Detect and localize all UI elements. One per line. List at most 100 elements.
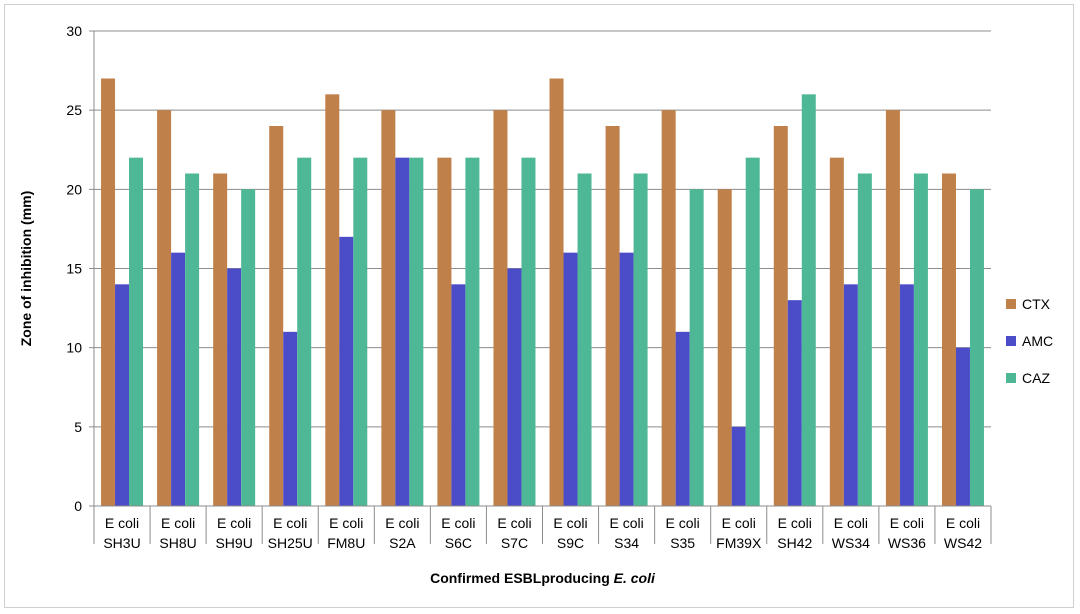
x-tick-label: S35 [670, 535, 695, 551]
bar-amc [395, 157, 410, 506]
bar-amc [899, 284, 914, 506]
bar-ctx [101, 78, 116, 506]
x-tick-label: SH8U [159, 535, 196, 551]
x-tick-label: SH3U [103, 535, 140, 551]
legend: CTX AMC CAZ [1006, 296, 1053, 386]
x-tick-label: E coli [553, 515, 587, 531]
x-tick-label: E coli [161, 515, 195, 531]
x-tick-label: E coli [217, 515, 251, 531]
x-tick-label: E coli [329, 515, 363, 531]
bar-ctx [661, 110, 676, 507]
x-tick-label: E coli [385, 515, 419, 531]
x-tick-label: S2A [389, 535, 416, 551]
bar-amc [563, 252, 578, 506]
bar-amc [731, 426, 746, 506]
bar-caz [465, 157, 480, 506]
bar-amc [339, 236, 354, 507]
x-tick-label: WS34 [832, 535, 870, 551]
bar-caz [913, 173, 928, 506]
bar-ctx [325, 94, 340, 506]
x-tick-label: E coli [666, 515, 700, 531]
x-tick-label: SH25U [268, 535, 313, 551]
bar-ctx [717, 189, 732, 507]
chart-frame: 0 5 10 15 20 25 30 E coli SH3U E coli SH8U E coli S… [4, 4, 1074, 608]
bar-amc [955, 347, 970, 506]
bar-caz [409, 157, 424, 506]
bar-caz [969, 189, 984, 507]
x-tick-label: SH42 [777, 535, 812, 551]
bar-caz [241, 189, 256, 507]
bar-caz [577, 173, 592, 506]
y-tick-label: 15 [66, 261, 82, 277]
legend-label-ctx: CTX [1022, 296, 1051, 312]
y-tick-label: 0 [74, 498, 82, 514]
bar-amc [283, 331, 298, 506]
bar-ctx [941, 173, 956, 506]
bar-amc [787, 300, 802, 506]
bar-amc [171, 252, 186, 506]
bar-amc [507, 268, 522, 506]
legend-swatch-caz [1006, 373, 1016, 383]
bar-caz [129, 157, 144, 506]
x-tick-label: E coli [890, 515, 924, 531]
bar-caz [297, 157, 312, 506]
bar-ctx [157, 110, 172, 507]
bar-ctx [549, 78, 564, 506]
legend-label-amc: AMC [1022, 333, 1053, 349]
bar-caz [745, 157, 760, 506]
x-axis-title: Confirmed ESBLproducing E. coli [430, 570, 656, 586]
x-tick-label: WS42 [944, 535, 982, 551]
bar-ctx [437, 157, 452, 506]
bar-caz [633, 173, 648, 506]
x-tick-label: E coli [609, 515, 643, 531]
y-tick-label: 25 [66, 102, 82, 118]
bar-amc [227, 268, 242, 506]
x-tick-label: E coli [273, 515, 307, 531]
y-tick-label: 20 [66, 181, 82, 197]
bar-ctx [605, 126, 620, 506]
bar-caz [521, 157, 536, 506]
bar-ctx [213, 173, 228, 506]
y-tick-label: 5 [74, 419, 82, 435]
y-tick-label: 10 [66, 340, 82, 356]
bar-ctx [269, 126, 284, 506]
axes [89, 30, 992, 544]
bar-ctx [493, 110, 508, 507]
bar-caz [689, 189, 704, 507]
legend-label-caz: CAZ [1022, 370, 1050, 386]
x-tick-labels: E coli SH3U E coli SH8U E coli SH9U E coli SH25… [103, 515, 982, 551]
bar-amc [675, 331, 690, 506]
bars [101, 78, 984, 507]
x-tick-label: E coli [778, 515, 812, 531]
bar-amc [451, 284, 466, 506]
bar-amc [843, 284, 858, 506]
bar-amc [115, 284, 130, 506]
x-axis-title-italic: E. coli [614, 570, 656, 586]
bar-caz [353, 157, 368, 506]
bar-caz [801, 94, 816, 506]
x-tick-label: E coli [441, 515, 475, 531]
x-tick-label: S6C [445, 535, 472, 551]
x-tick-label: E coli [722, 515, 756, 531]
bar-caz [857, 173, 872, 506]
x-axis-title-prefix: Confirmed ESBLproducing [430, 570, 614, 586]
x-tick-label: S7C [501, 535, 528, 551]
legend-swatch-amc [1006, 336, 1016, 346]
bar-ctx [381, 110, 396, 507]
y-tick-label: 30 [66, 23, 82, 39]
x-tick-label: S34 [614, 535, 639, 551]
x-tick-label: E coli [834, 515, 868, 531]
bar-chart: 0 5 10 15 20 25 30 E coli SH3U E coli SH8U E coli S… [18, 23, 1053, 586]
x-tick-label: FM8U [327, 535, 365, 551]
legend-swatch-ctx [1006, 299, 1016, 309]
y-axis-title: Zone of inhibition (mm) [18, 191, 34, 347]
bar-amc [619, 252, 634, 506]
x-tick-label: E coli [497, 515, 531, 531]
bar-ctx [829, 157, 844, 506]
x-tick-label: SH9U [215, 535, 252, 551]
y-tick-labels: 0 5 10 15 20 25 30 [66, 23, 82, 514]
x-tick-label: S9C [557, 535, 584, 551]
x-tick-label: FM39X [716, 535, 762, 551]
x-tick-label: E coli [105, 515, 139, 531]
bar-ctx [885, 110, 900, 507]
